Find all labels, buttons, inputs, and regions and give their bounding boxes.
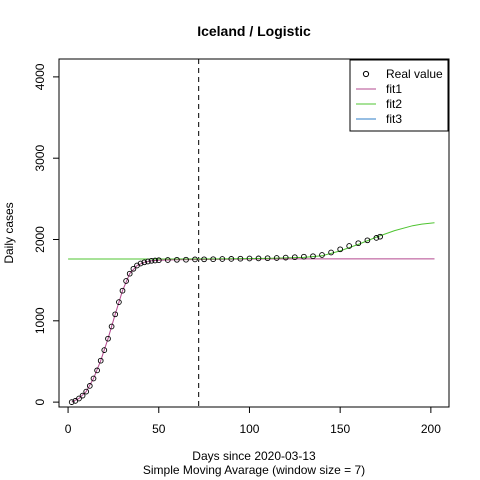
data-point-real-value xyxy=(164,257,171,263)
data-point-real-value xyxy=(68,399,75,405)
data-point-real-value xyxy=(255,255,262,262)
data-point-real-value xyxy=(152,257,158,264)
data-point-real-value xyxy=(137,260,144,267)
y-axis: 0 1000 2000 3000 4000 xyxy=(33,63,60,405)
data-point-real-value xyxy=(141,259,148,266)
data-point-real-value xyxy=(319,252,325,258)
x-tick-label: 100 xyxy=(239,422,259,436)
data-point-real-value xyxy=(101,347,108,353)
data-point-real-value xyxy=(219,256,226,262)
series-line-fit2 xyxy=(68,222,435,260)
data-point-real-value xyxy=(183,256,189,263)
data-point-real-value xyxy=(264,255,271,262)
x-axis: 0 50 100 150 200 xyxy=(65,406,441,436)
data-point-real-value xyxy=(364,237,371,244)
data-point-real-value xyxy=(148,257,155,264)
data-point-real-value xyxy=(246,255,253,262)
data-point-real-value xyxy=(310,253,316,260)
data-point-real-value xyxy=(116,299,122,305)
data-point-real-value xyxy=(373,235,380,241)
data-point-real-value xyxy=(105,335,111,342)
data-point-real-value xyxy=(108,323,115,330)
legend-label-fit1: fit1 xyxy=(386,82,402,96)
data-point-real-value xyxy=(130,265,137,272)
y-tick-label: 4000 xyxy=(33,63,47,90)
data-point-real-value xyxy=(201,256,207,263)
data-point-real-value xyxy=(90,375,97,382)
data-point-real-value xyxy=(237,255,244,262)
data-point-real-value xyxy=(328,249,334,256)
data-point-real-value xyxy=(301,253,307,260)
y-tick-label: 1000 xyxy=(33,307,47,334)
data-point-real-value xyxy=(291,254,298,261)
data-point-real-value xyxy=(79,392,86,399)
data-point-real-value xyxy=(97,357,104,364)
data-point-real-value xyxy=(145,258,151,265)
data-point-real-value xyxy=(126,270,133,277)
data-point-real-value xyxy=(112,311,119,318)
data-point-real-value xyxy=(83,388,90,395)
series-layer xyxy=(68,222,435,405)
x-tick-label: 150 xyxy=(330,422,350,436)
legend: Real value fit1 fit2 fit3 xyxy=(349,59,449,132)
data-point-real-value xyxy=(86,383,93,389)
data-point-real-value xyxy=(155,257,162,264)
data-point-real-value xyxy=(119,287,126,294)
legend-marker-real-value xyxy=(362,70,370,78)
data-point-real-value xyxy=(228,256,235,262)
data-point-real-value xyxy=(210,256,217,263)
chart-title: Iceland / Logistic xyxy=(197,23,311,39)
y-tick-label: 3000 xyxy=(33,145,47,172)
data-point-real-value xyxy=(355,240,362,247)
series-line-fit1 xyxy=(71,258,435,403)
y-axis-label: Daily cases xyxy=(2,202,16,263)
x-tick-label: 200 xyxy=(421,422,441,436)
x-axis-subtitle: Simple Moving Avarage (window size = 7) xyxy=(143,463,365,477)
y-tick-label: 2000 xyxy=(33,226,47,253)
x-axis-label: Days since 2020-03-13 xyxy=(192,449,316,463)
legend-label-fit3: fit3 xyxy=(386,112,402,126)
x-tick-label: 50 xyxy=(152,422,166,436)
y-tick-label: 0 xyxy=(33,398,47,405)
data-point-real-value xyxy=(76,395,82,402)
legend-label-fit2: fit2 xyxy=(386,97,402,111)
x-tick-label: 0 xyxy=(65,422,72,436)
data-point-real-value xyxy=(192,256,198,263)
legend-label-real-value: Real value xyxy=(386,67,443,81)
data-point-real-value xyxy=(273,255,280,261)
data-point-real-value xyxy=(123,278,129,284)
data-point-real-value xyxy=(337,246,344,253)
data-point-real-value xyxy=(282,254,289,261)
data-point-real-value xyxy=(174,256,180,263)
data-point-real-value xyxy=(377,233,383,240)
data-point-real-value xyxy=(346,243,353,249)
data-point-real-value xyxy=(94,367,100,374)
